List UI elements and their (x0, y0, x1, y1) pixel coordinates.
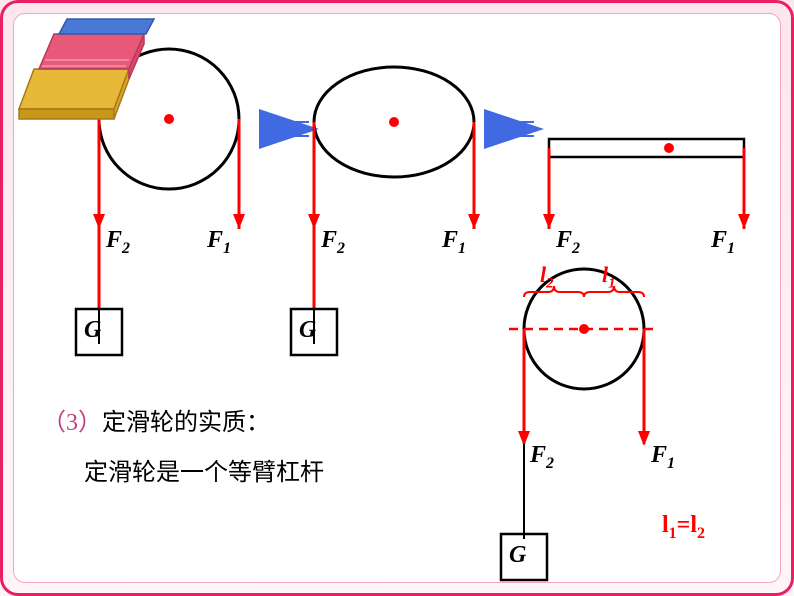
books-icon (9, 14, 169, 124)
label-F1-1: F1 (207, 227, 231, 258)
label-l1: l1 (602, 262, 616, 292)
label-F2-4: F2 (530, 442, 554, 473)
diagram-area: F2 F1 F2 F1 F2 F1 G G G l2 l1 F2 F1 （3）定… (14, 14, 780, 582)
label-l2: l2 (540, 262, 554, 292)
label-F1-2: F1 (442, 227, 466, 258)
label-F1-3: F1 (711, 227, 735, 258)
label-G1: G (84, 317, 101, 344)
label-F1-4: F1 (651, 442, 675, 473)
slide-content: F2 F1 F2 F1 F2 F1 G G G l2 l1 F2 F1 （3）定… (13, 13, 781, 583)
equation: l1=l2 (662, 512, 705, 543)
label-F2-3: F2 (556, 227, 580, 258)
label-F2-1: F2 (106, 227, 130, 258)
heading-text: （3）定滑轮的实质： (42, 402, 270, 437)
label-G3: G (509, 542, 526, 569)
label-F2-2: F2 (321, 227, 345, 258)
body-text: 定滑轮是一个等臂杠杆 (84, 452, 324, 487)
label-G2: G (299, 317, 316, 344)
